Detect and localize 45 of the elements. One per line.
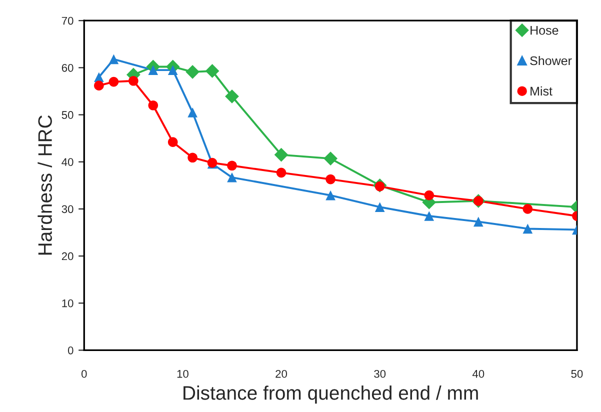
point (374, 202, 385, 212)
y-tick-label: 70 (62, 16, 74, 25)
legend-label: Mist (530, 86, 552, 96)
point (94, 80, 104, 90)
point (276, 168, 286, 178)
point (205, 64, 220, 78)
point (324, 152, 338, 166)
point (225, 89, 239, 104)
point (186, 64, 200, 79)
x-tick-label: 20 (276, 370, 288, 378)
point (522, 224, 533, 234)
x-tick-label: 0 (81, 370, 87, 378)
y-tick-label: 0 (68, 346, 74, 354)
x-tick-label: 10 (177, 370, 188, 378)
point (148, 65, 158, 75)
x-tick-label: 50 (571, 370, 583, 378)
point (274, 148, 288, 162)
point (227, 172, 237, 182)
point (522, 204, 533, 214)
point (168, 137, 178, 147)
y-tick-label: 60 (62, 64, 74, 72)
legend-label: Hose (530, 26, 558, 35)
point (473, 216, 484, 227)
point (188, 152, 198, 163)
point (424, 190, 434, 200)
point (108, 76, 119, 87)
point (424, 211, 434, 221)
point (168, 65, 178, 75)
point (128, 76, 138, 86)
y-tick-label: 20 (62, 252, 74, 260)
y-tick-label: 10 (62, 299, 74, 308)
point (108, 54, 119, 64)
x-tick-label: 30 (374, 370, 386, 378)
y-tick-label: 40 (62, 158, 74, 166)
y-tick-label: 50 (62, 111, 74, 119)
y-axis-title: Hardness / HRC (38, 115, 52, 255)
point (326, 190, 336, 200)
x-tick-label: 40 (472, 370, 484, 378)
point (148, 100, 158, 110)
legend-label: Shower (530, 56, 572, 66)
x-axis-title: Distance from quenched end / mm (184, 386, 478, 404)
point (188, 108, 198, 118)
point (227, 160, 237, 171)
point (326, 174, 336, 184)
y-tick-label: 30 (62, 205, 74, 214)
